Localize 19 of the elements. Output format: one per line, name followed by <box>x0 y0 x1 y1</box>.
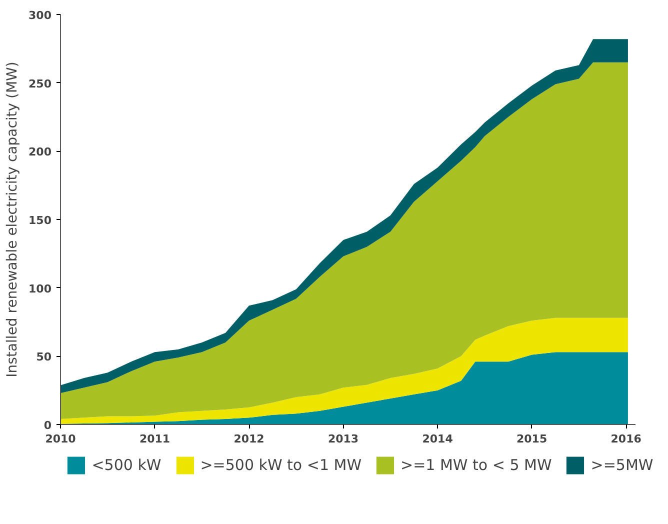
x-tick-label: 2016 <box>610 432 642 446</box>
legend-label: >=5MW <box>590 456 654 474</box>
y-tick-label: 300 <box>28 9 52 22</box>
legend-label: >=1 MW to < 5 MW <box>400 456 552 474</box>
y-tick-label: 50 <box>36 350 52 364</box>
x-tick-label: 2014 <box>422 432 454 446</box>
legend-label: <500 kW <box>92 456 162 474</box>
x-tick-label: 2010 <box>45 432 76 446</box>
x-tick-label: 2011 <box>139 432 170 446</box>
y-tick-label: 200 <box>28 146 52 159</box>
x-tick-label: 2012 <box>234 432 264 446</box>
x-tick-label: 2015 <box>516 432 548 446</box>
y-tick-label: 150 <box>28 214 52 227</box>
legend-label: >=500 kW to <1 MW <box>200 456 362 474</box>
x-tick-label: 2013 <box>328 432 359 446</box>
y-axis-title: Installed renewable electricity capacity (MW) <box>4 62 21 378</box>
y-tick-label: 0 <box>44 419 52 432</box>
y-tick-label: 250 <box>28 77 52 90</box>
y-tick-label: 100 <box>28 282 52 296</box>
